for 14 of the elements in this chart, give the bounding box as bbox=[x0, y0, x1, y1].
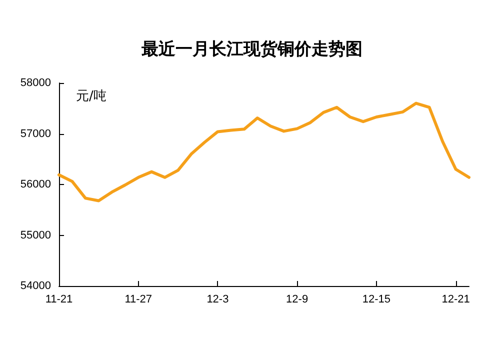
x-tick-label: 12-3 bbox=[206, 294, 229, 306]
y-axis-title: 元/吨 bbox=[76, 89, 106, 104]
y-tick-label: 56000 bbox=[20, 178, 51, 190]
y-tick-label: 54000 bbox=[20, 280, 51, 292]
x-tick-label: 11-21 bbox=[45, 294, 73, 306]
x-tick-label: 12-21 bbox=[442, 294, 470, 306]
x-tick-label: 12-9 bbox=[286, 294, 308, 306]
x-tick-label: 11-27 bbox=[124, 294, 152, 306]
y-tick-label: 57000 bbox=[20, 128, 51, 140]
x-tick-label: 12-15 bbox=[362, 294, 390, 306]
line-series bbox=[58, 102, 470, 202]
y-tick-label: 58000 bbox=[20, 77, 51, 89]
chart-title: 最近一月长江现货铜价走势图 bbox=[140, 40, 362, 60]
y-tick-label: 55000 bbox=[20, 229, 51, 242]
